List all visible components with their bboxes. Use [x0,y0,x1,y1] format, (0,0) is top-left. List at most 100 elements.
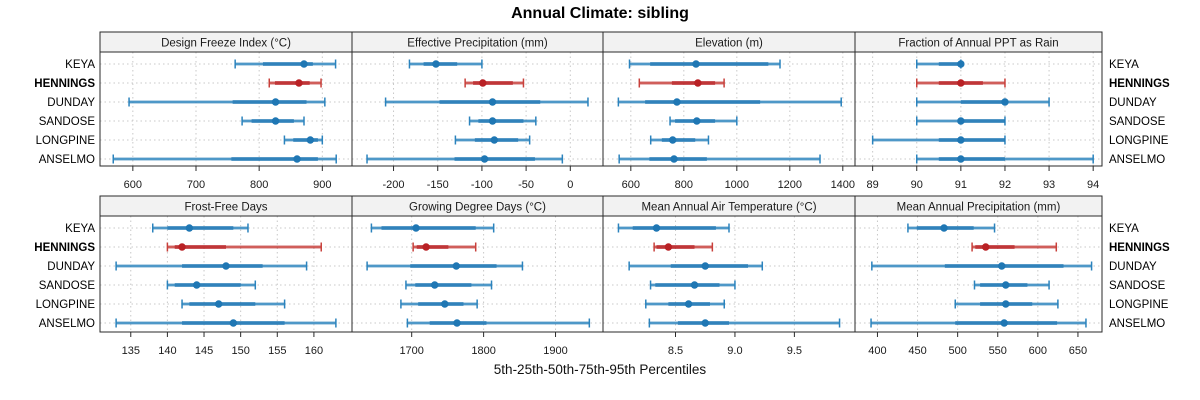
series-dunday-growing-degree-days [366,261,524,271]
site-label-right-longpine: LONGPINE [1109,135,1169,147]
series-hennings-growing-degree-days [412,242,477,252]
median-dot [306,136,315,144]
x-axis-caption: 5th-25th-50th-75th-95th Percentiles [493,362,707,377]
series-longpine-effective-precipitation [454,135,531,145]
axis-tick-label: 160 [305,345,323,357]
axis-tick-label: -100 [471,179,493,191]
site-label-left-dunday: DUNDAY [47,261,95,273]
panel-fraction-ppt-as-rain: Fraction of Annual PPT as Rain 89 90 91 92 93… [854,31,1103,191]
series-keya-fraction-ppt-as-rain [916,59,965,69]
median-dot [701,262,709,270]
axis-tick-label: 94 [1087,179,1099,191]
site-label-right-anselmo: ANSELMO [1109,154,1165,166]
median-dot [1001,98,1009,106]
axis-tick-label: -200 [383,179,405,191]
series-anselmo-effective-precipitation [366,154,564,164]
median-dot [668,136,677,144]
median-dot [490,136,498,144]
median-dot [670,155,678,163]
series-sandose-frost-free-days [166,280,257,290]
series-hennings-elevation [638,78,725,88]
median-dot [692,60,700,68]
panel-frame [854,51,1103,167]
axis-tick-label: 135 [122,345,140,357]
axis-tick-label: 700 [187,179,205,191]
strip-title-mean-annual-air-temperature: Mean Annual Air Temperature (°C) [641,202,816,214]
median-dot [271,117,280,125]
axis-tick-label: 1700 [399,345,423,357]
series-anselmo-design-freeze-index [112,154,337,164]
site-label-right-hennings: HENNINGS [1109,242,1170,254]
strip-title-fraction-ppt-as-rain: Fraction of Annual PPT as Rain [898,38,1058,50]
median-dot [293,155,301,163]
series-hennings-mean-annual-precipitation [971,242,1058,252]
median-dot [652,224,661,232]
median-dot [432,60,440,68]
series-keya-design-freeze-index [234,59,337,69]
series-dunday-mean-annual-precipitation [871,261,1093,271]
axis-tick-label: 900 [313,179,331,191]
panel-frost-free-days: Frost-Free Days 135 140 145 150 155 160 [99,195,353,357]
median-dot [694,79,702,87]
series-hennings-design-freeze-index [268,78,322,88]
site-label-left-hennings: HENNINGS [34,78,95,90]
site-label-left-keya: KEYA [65,59,95,71]
series-keya-mean-annual-air-temperature [617,223,730,233]
median-dot [431,281,439,289]
median-dot [229,319,238,327]
median-dot [295,79,303,87]
panel-bg [352,52,603,166]
series-anselmo-growing-degree-days [406,318,591,328]
panel-bg [100,216,352,332]
site-label-left-sandose: SANDOSE [39,116,96,128]
series-sandose-mean-annual-precipitation [973,280,1050,290]
series-keya-growing-degree-days [370,223,495,233]
median-dot [178,243,186,251]
median-dot [479,79,487,87]
median-dot [998,262,1006,270]
strip-title-design-freeze-index: Design Freeze Index (°C) [161,38,291,50]
site-label-left-longpine: LONGPINE [36,135,96,147]
axis-tick-label: 1400 [831,179,855,191]
site-label-right-sandose: SANDOSE [1109,116,1166,128]
series-sandose-fraction-ppt-as-rain [916,116,1006,126]
axis-tick-label: 89 [867,179,879,191]
series-keya-elevation [628,59,781,69]
median-dot [488,98,497,106]
median-dot [673,98,681,106]
axis-tick-label: 500 [948,345,966,357]
axis-tick-label: 800 [250,179,268,191]
strip-title-elevation: Elevation (m) [695,38,763,50]
axis-tick-label: 800 [675,179,693,191]
axis-tick-label: 93 [1043,179,1055,191]
median-dot [214,300,223,308]
median-dot [422,243,430,251]
axis-tick-label: 450 [908,345,926,357]
median-dot [1000,319,1008,327]
axis-tick-label: 8.5 [668,345,683,357]
site-label-right-longpine: LONGPINE [1109,299,1169,311]
site-label-right-anselmo: ANSELMO [1109,318,1165,330]
panel-mean-annual-air-temperature: Mean Annual Air Temperature (°C) 8.5 9.0 9.… [602,195,856,357]
series-longpine-elevation [649,135,710,145]
series-dunday-elevation [617,97,842,107]
strip-title-mean-annual-precipitation: Mean Annual Precipitation (mm) [897,202,1061,214]
median-dot [452,262,460,270]
panel-bg [603,216,855,332]
axis-tick-label: 1200 [778,179,802,191]
panel-effective-precipitation: Effective Precipitation (mm) -200 -150 -100… [351,31,604,191]
median-dot [693,117,701,125]
series-hennings-frost-free-days [166,242,322,252]
axis-tick-label: 91 [955,179,967,191]
median-dot [701,319,709,327]
series-hennings-mean-annual-air-temperature [653,242,714,252]
median-dot [957,136,965,144]
axis-tick-label: 600 [622,179,640,191]
site-label-right-keya: KEYA [1109,223,1139,235]
axis-tick-label: 0 [567,179,573,191]
series-dunday-design-freeze-index [128,97,326,107]
median-dot [1002,281,1010,289]
strip-title-frost-free-days: Frost-Free Days [184,202,267,214]
site-label-right-hennings: HENNINGS [1109,78,1170,90]
